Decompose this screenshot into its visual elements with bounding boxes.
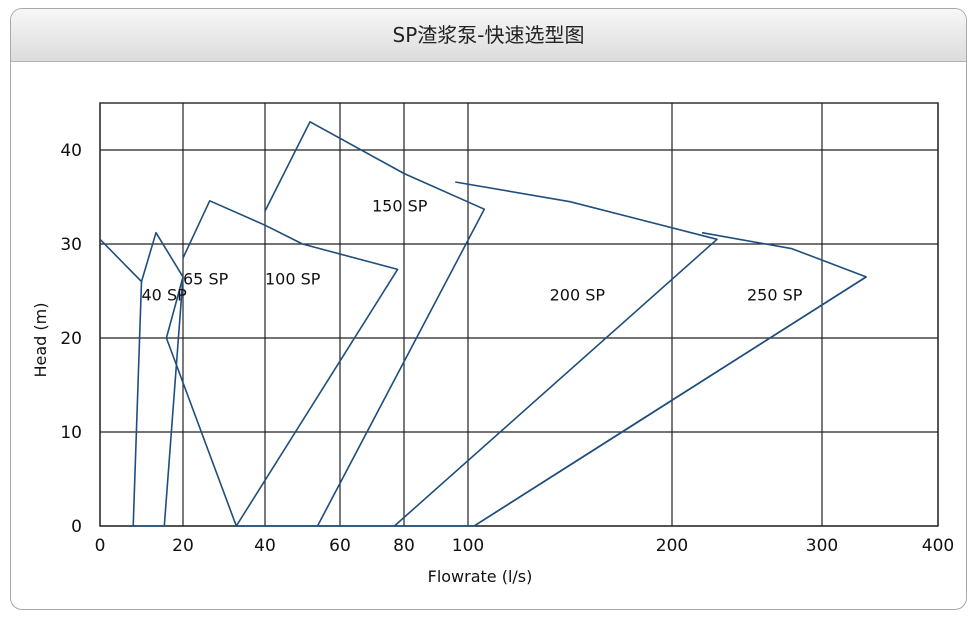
y-tick-label: 20 bbox=[60, 329, 82, 349]
series-line-2 bbox=[236, 121, 486, 527]
series-label-5: 250 SP bbox=[747, 286, 803, 305]
series-label-4: 200 SP bbox=[550, 286, 606, 305]
x-tick-label: 60 bbox=[329, 536, 351, 556]
plot-frame bbox=[99, 102, 939, 527]
chart-ticks: 0 20 40 60 80 100 200 300 400 0 10 20 30 40 bbox=[60, 141, 954, 556]
y-tick-label: 40 bbox=[60, 141, 82, 161]
series-label-1: 65 SP bbox=[183, 270, 229, 289]
x-tick-label: 300 bbox=[806, 536, 838, 556]
chart-grid bbox=[99, 103, 939, 527]
y-tick-label: 0 bbox=[71, 517, 82, 537]
chart-axes bbox=[99, 102, 939, 527]
x-tick-label: 40 bbox=[254, 536, 276, 556]
x-tick-label: 400 bbox=[922, 536, 954, 556]
x-tick-label: 80 bbox=[393, 536, 415, 556]
series-label-3: 150 SP bbox=[372, 196, 428, 215]
series-label-2: 100 SP bbox=[265, 270, 321, 289]
series-line-0 bbox=[99, 231, 184, 527]
chart-curves bbox=[99, 121, 867, 527]
series-line-1 bbox=[165, 200, 399, 527]
x-tick-label: 200 bbox=[656, 536, 688, 556]
series-line-4 bbox=[394, 231, 867, 527]
y-tick-label: 10 bbox=[60, 423, 82, 443]
panel-header bbox=[11, 9, 966, 62]
series-line-5 bbox=[473, 276, 867, 527]
series-label-0: 40 SP bbox=[142, 286, 188, 305]
chart-title: SP渣浆泵-快速选型图 bbox=[392, 23, 585, 47]
chart-panel: SP渣浆泵-快速选型图 bbox=[10, 8, 967, 610]
x-tick-label: 0 bbox=[95, 536, 106, 556]
x-axis-label: Flowrate (l/s) bbox=[428, 567, 533, 586]
y-tick-label: 30 bbox=[60, 235, 82, 255]
x-tick-label: 100 bbox=[452, 536, 484, 556]
x-tick-label: 20 bbox=[172, 536, 194, 556]
y-axis-label: Head (m) bbox=[31, 303, 50, 378]
series-line-3 bbox=[317, 181, 718, 527]
